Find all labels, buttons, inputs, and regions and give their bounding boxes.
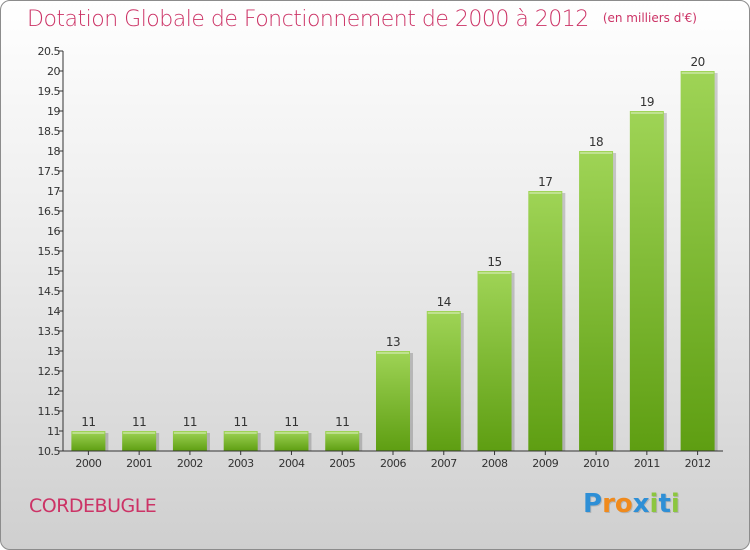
data-label-2012: 20 xyxy=(690,55,704,69)
x-tick-label-2005: 2005 xyxy=(329,457,355,470)
x-tick-label-2006: 2006 xyxy=(380,457,406,470)
data-label-2008: 15 xyxy=(487,255,501,269)
y-tick-label: 15 xyxy=(47,265,60,278)
bar-2006 xyxy=(376,351,410,451)
proxiti-logo: Proxiti xyxy=(583,489,680,519)
bar-highlight xyxy=(630,112,663,114)
data-label-2000: 11 xyxy=(81,415,95,429)
bar-2002 xyxy=(172,431,207,451)
data-label-2004: 11 xyxy=(284,415,298,429)
y-tick-label: 14 xyxy=(47,305,60,318)
logo-letter: i xyxy=(670,489,680,519)
y-tick-label: 20 xyxy=(47,65,60,78)
bar-highlight xyxy=(377,352,409,354)
y-tick-label: 17 xyxy=(47,185,60,198)
data-label-2003: 11 xyxy=(234,415,248,429)
y-tick-label: 20.5 xyxy=(38,45,61,58)
bar-highlight xyxy=(326,432,359,434)
logo-letter: x xyxy=(632,489,650,519)
bar-highlight xyxy=(580,152,613,154)
data-label-2011: 19 xyxy=(640,95,654,109)
logo-letter: i xyxy=(649,489,659,519)
x-tick-label-2008: 2008 xyxy=(482,457,508,470)
bar-highlight xyxy=(173,432,206,434)
y-tick-label: 18.5 xyxy=(38,125,61,138)
bar-highlight xyxy=(224,432,257,434)
y-tick-label: 11 xyxy=(47,425,60,438)
bar-2009 xyxy=(528,191,563,451)
x-tick-label-2004: 2004 xyxy=(278,457,304,470)
data-label-2002: 11 xyxy=(183,415,197,429)
bar-2004 xyxy=(274,431,309,451)
y-tick-label: 16.5 xyxy=(38,205,61,218)
bar-2012 xyxy=(680,71,715,451)
y-tick-label: 18 xyxy=(47,145,60,158)
data-label-2006: 13 xyxy=(386,335,400,349)
bar-2007 xyxy=(426,311,461,451)
logo-letter: P xyxy=(583,489,603,519)
y-tick-label: 14.5 xyxy=(38,285,61,298)
x-tick-label-2000: 2000 xyxy=(75,457,101,470)
y-tick-label: 10.5 xyxy=(38,445,61,458)
y-tick-label: 11.5 xyxy=(38,405,61,418)
bar-highlight xyxy=(478,272,511,274)
bar-highlight xyxy=(681,72,714,74)
logo-letter: r xyxy=(602,489,615,519)
x-tick-label-2007: 2007 xyxy=(431,457,457,470)
y-tick-label: 19 xyxy=(47,105,60,118)
x-tick-label-2001: 2001 xyxy=(126,457,152,470)
bar-2001 xyxy=(122,431,157,451)
y-tick-label: 17.5 xyxy=(38,165,61,178)
bar-2010 xyxy=(579,151,614,451)
x-tick-label-2011: 2011 xyxy=(634,457,660,470)
x-tick-label-2002: 2002 xyxy=(177,457,203,470)
bar-2008 xyxy=(477,271,512,451)
logo-letter: o xyxy=(614,489,633,519)
bar-highlight xyxy=(275,432,308,434)
x-tick-label-2003: 2003 xyxy=(228,457,254,470)
bar-2000 xyxy=(71,431,106,451)
logo-letter: t xyxy=(658,489,671,519)
bar-highlight xyxy=(529,192,562,194)
chart-title-text: Dotation Globale de Fonctionnement de 20… xyxy=(27,7,589,32)
bar-2003 xyxy=(223,431,258,451)
y-tick-label: 13 xyxy=(47,345,60,358)
bar-2005 xyxy=(325,431,360,451)
chart-unit: (en milliers d'€) xyxy=(602,11,697,25)
bar-highlight xyxy=(72,432,105,434)
y-tick-label: 15.5 xyxy=(38,245,61,258)
data-label-2010: 18 xyxy=(589,135,603,149)
data-label-2009: 17 xyxy=(538,175,552,189)
bar-highlight xyxy=(427,312,460,314)
bar-highlight xyxy=(123,432,156,434)
chart-title: Dotation Globale de Fonctionnement de 20… xyxy=(27,7,697,32)
y-tick-label: 16 xyxy=(47,225,60,238)
data-label-2005: 11 xyxy=(335,415,349,429)
x-tick-label-2009: 2009 xyxy=(532,457,558,470)
y-tick-label: 19.5 xyxy=(38,85,61,98)
commune-name: CORDEBUGLE xyxy=(29,495,157,517)
data-label-2007: 14 xyxy=(437,295,451,309)
bar-2011 xyxy=(629,111,664,451)
data-label-2001: 11 xyxy=(132,415,146,429)
y-tick-label: 12 xyxy=(47,385,60,398)
y-tick-label: 12.5 xyxy=(38,365,61,378)
x-tick-label-2012: 2012 xyxy=(685,457,711,470)
y-tick-label: 13.5 xyxy=(38,325,61,338)
x-tick-label-2010: 2010 xyxy=(583,457,609,470)
